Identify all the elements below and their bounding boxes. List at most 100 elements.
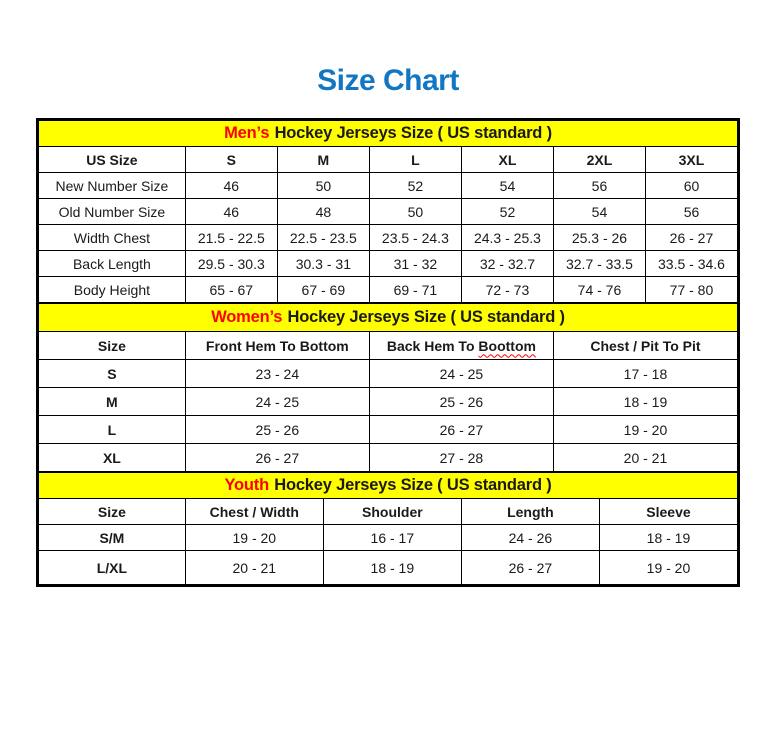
column-header: 3XL bbox=[644, 146, 739, 173]
column-header: Sleeve bbox=[598, 498, 739, 525]
table-cell: 69 - 71 bbox=[368, 276, 462, 303]
row-label: Back Length bbox=[38, 250, 186, 277]
mens-banner-cell: Men’s Hockey Jerseys Size ( US standard ) bbox=[38, 120, 738, 147]
table-cell: 23.5 - 24.3 bbox=[368, 224, 462, 251]
row-label: Body Height bbox=[38, 276, 186, 303]
table-cell: 24.3 - 25.3 bbox=[460, 224, 554, 251]
column-header: XL bbox=[460, 146, 554, 173]
table-cell: 18 - 19 bbox=[322, 550, 462, 585]
table-cell: 23 - 24 bbox=[184, 359, 370, 388]
table-cell: 32.7 - 33.5 bbox=[552, 250, 646, 277]
table-cell: 50 bbox=[368, 198, 462, 225]
womens-banner-cell: Women’s Hockey Jerseys Size ( US standard… bbox=[38, 303, 738, 332]
row-label: S bbox=[38, 359, 186, 388]
table-cell: 52 bbox=[460, 198, 554, 225]
mens-section-banner: Men’s Hockey Jerseys Size ( US standard ) bbox=[38, 120, 738, 147]
column-header: Length bbox=[460, 498, 600, 525]
column-header: Shoulder bbox=[322, 498, 462, 525]
table-cell: 50 bbox=[276, 172, 370, 199]
table-row: New Number Size 46 50 52 54 56 60 bbox=[38, 172, 739, 199]
column-header: Back Hem To Boottom bbox=[368, 331, 554, 360]
table-cell: 31 - 32 bbox=[368, 250, 462, 277]
misspelled-word: Boottom bbox=[478, 337, 536, 354]
row-label: L/XL bbox=[38, 550, 186, 585]
row-label: S/M bbox=[38, 524, 186, 551]
table-cell: 22.5 - 23.5 bbox=[276, 224, 370, 251]
row-label: M bbox=[38, 387, 186, 416]
row-label: New Number Size bbox=[38, 172, 186, 199]
row-label: XL bbox=[38, 443, 186, 472]
table-cell: 26 - 27 bbox=[460, 550, 600, 585]
table-cell: 30.3 - 31 bbox=[276, 250, 370, 277]
table-cell: 33.5 - 34.6 bbox=[644, 250, 739, 277]
table-cell: 16 - 17 bbox=[322, 524, 462, 551]
column-header: US Size bbox=[38, 146, 186, 173]
womens-section-banner: Women’s Hockey Jerseys Size ( US standard… bbox=[38, 303, 738, 332]
table-cell: 24 - 25 bbox=[368, 359, 554, 388]
table-cell: 20 - 21 bbox=[184, 550, 324, 585]
column-header: M bbox=[276, 146, 370, 173]
table-row: Body Height 65 - 67 67 - 69 69 - 71 72 -… bbox=[38, 276, 739, 303]
table-row: S 23 - 24 24 - 25 17 - 18 bbox=[38, 359, 739, 388]
table-cell: 52 bbox=[368, 172, 462, 199]
table-cell: 46 bbox=[184, 198, 278, 225]
youth-banner-text: Hockey Jerseys Size ( US standard ) bbox=[274, 476, 552, 494]
mens-banner-text: Hockey Jerseys Size ( US standard ) bbox=[274, 124, 552, 142]
mens-header-row: US Size S M L XL 2XL 3XL bbox=[38, 146, 739, 173]
column-header: L bbox=[368, 146, 462, 173]
size-chart: Men’s Hockey Jerseys Size ( US standard )… bbox=[36, 118, 740, 587]
table-cell: 19 - 20 bbox=[184, 524, 324, 551]
mens-size-table: Men’s Hockey Jerseys Size ( US standard )… bbox=[38, 120, 739, 303]
table-row: S/M 19 - 20 16 - 17 24 - 26 18 - 19 bbox=[38, 524, 739, 551]
table-row: L/XL 20 - 21 18 - 19 26 - 27 19 - 20 bbox=[38, 550, 739, 585]
table-cell: 65 - 67 bbox=[184, 276, 278, 303]
youth-banner-cell: Youth Hockey Jerseys Size ( US standard ) bbox=[38, 472, 738, 499]
womens-banner-text: Hockey Jerseys Size ( US standard ) bbox=[287, 308, 565, 326]
table-row: L 25 - 26 26 - 27 19 - 20 bbox=[38, 415, 739, 444]
table-cell: 54 bbox=[552, 198, 646, 225]
womens-banner-highlight: Women’s bbox=[211, 308, 283, 326]
youth-header-row: Size Chest / Width Shoulder Length Sleev… bbox=[38, 498, 739, 525]
table-cell: 26 - 27 bbox=[368, 415, 554, 444]
table-cell: 27 - 28 bbox=[368, 443, 554, 472]
column-header: Size bbox=[38, 331, 186, 360]
youth-size-table: Youth Hockey Jerseys Size ( US standard )… bbox=[38, 472, 739, 585]
table-cell: 17 - 18 bbox=[552, 359, 739, 388]
table-cell: 74 - 76 bbox=[552, 276, 646, 303]
table-cell: 19 - 20 bbox=[598, 550, 739, 585]
table-cell: 25 - 26 bbox=[184, 415, 370, 444]
table-cell: 20 - 21 bbox=[552, 443, 739, 472]
table-cell: 60 bbox=[644, 172, 739, 199]
table-cell: 77 - 80 bbox=[644, 276, 739, 303]
womens-header-row: Size Front Hem To Bottom Back Hem To Boo… bbox=[38, 331, 739, 360]
page-title: Size Chart bbox=[317, 64, 459, 97]
table-cell: 46 bbox=[184, 172, 278, 199]
table-cell: 19 - 20 bbox=[552, 415, 739, 444]
table-cell: 26 - 27 bbox=[644, 224, 739, 251]
table-row: Old Number Size 46 48 50 52 54 56 bbox=[38, 198, 739, 225]
table-row: Back Length 29.5 - 30.3 30.3 - 31 31 - 3… bbox=[38, 250, 739, 277]
table-cell: 56 bbox=[552, 172, 646, 199]
column-header: 2XL bbox=[552, 146, 646, 173]
column-header: S bbox=[184, 146, 278, 173]
column-header-text: Back Hem To bbox=[386, 337, 475, 354]
table-cell: 29.5 - 30.3 bbox=[184, 250, 278, 277]
table-row: M 24 - 25 25 - 26 18 - 19 bbox=[38, 387, 739, 416]
column-header: Chest / Width bbox=[184, 498, 324, 525]
row-label: Old Number Size bbox=[38, 198, 186, 225]
table-row: XL 26 - 27 27 - 28 20 - 21 bbox=[38, 443, 739, 472]
table-cell: 18 - 19 bbox=[552, 387, 739, 416]
table-cell: 72 - 73 bbox=[460, 276, 554, 303]
row-label: L bbox=[38, 415, 186, 444]
womens-size-table: Women’s Hockey Jerseys Size ( US standard… bbox=[38, 303, 739, 472]
table-cell: 48 bbox=[276, 198, 370, 225]
table-cell: 21.5 - 22.5 bbox=[184, 224, 278, 251]
column-header: Front Hem To Bottom bbox=[184, 331, 370, 360]
table-row: Width Chest 21.5 - 22.5 22.5 - 23.5 23.5… bbox=[38, 224, 739, 251]
table-cell: 67 - 69 bbox=[276, 276, 370, 303]
column-header: Size bbox=[38, 498, 186, 525]
table-cell: 25 - 26 bbox=[368, 387, 554, 416]
table-cell: 24 - 25 bbox=[184, 387, 370, 416]
youth-section-banner: Youth Hockey Jerseys Size ( US standard ) bbox=[38, 472, 738, 499]
table-cell: 25.3 - 26 bbox=[552, 224, 646, 251]
